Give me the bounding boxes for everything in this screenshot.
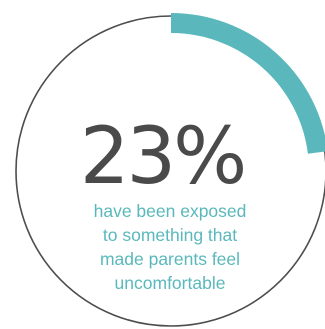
caption-line-2: to something that <box>103 225 237 245</box>
percentage-value: 23% <box>80 112 244 202</box>
caption-line-4: uncomfortable <box>115 273 226 293</box>
caption-line-3: made parents feel <box>100 249 240 269</box>
caption-line-1: have been exposed <box>94 201 247 221</box>
progress-arc <box>170 13 325 154</box>
